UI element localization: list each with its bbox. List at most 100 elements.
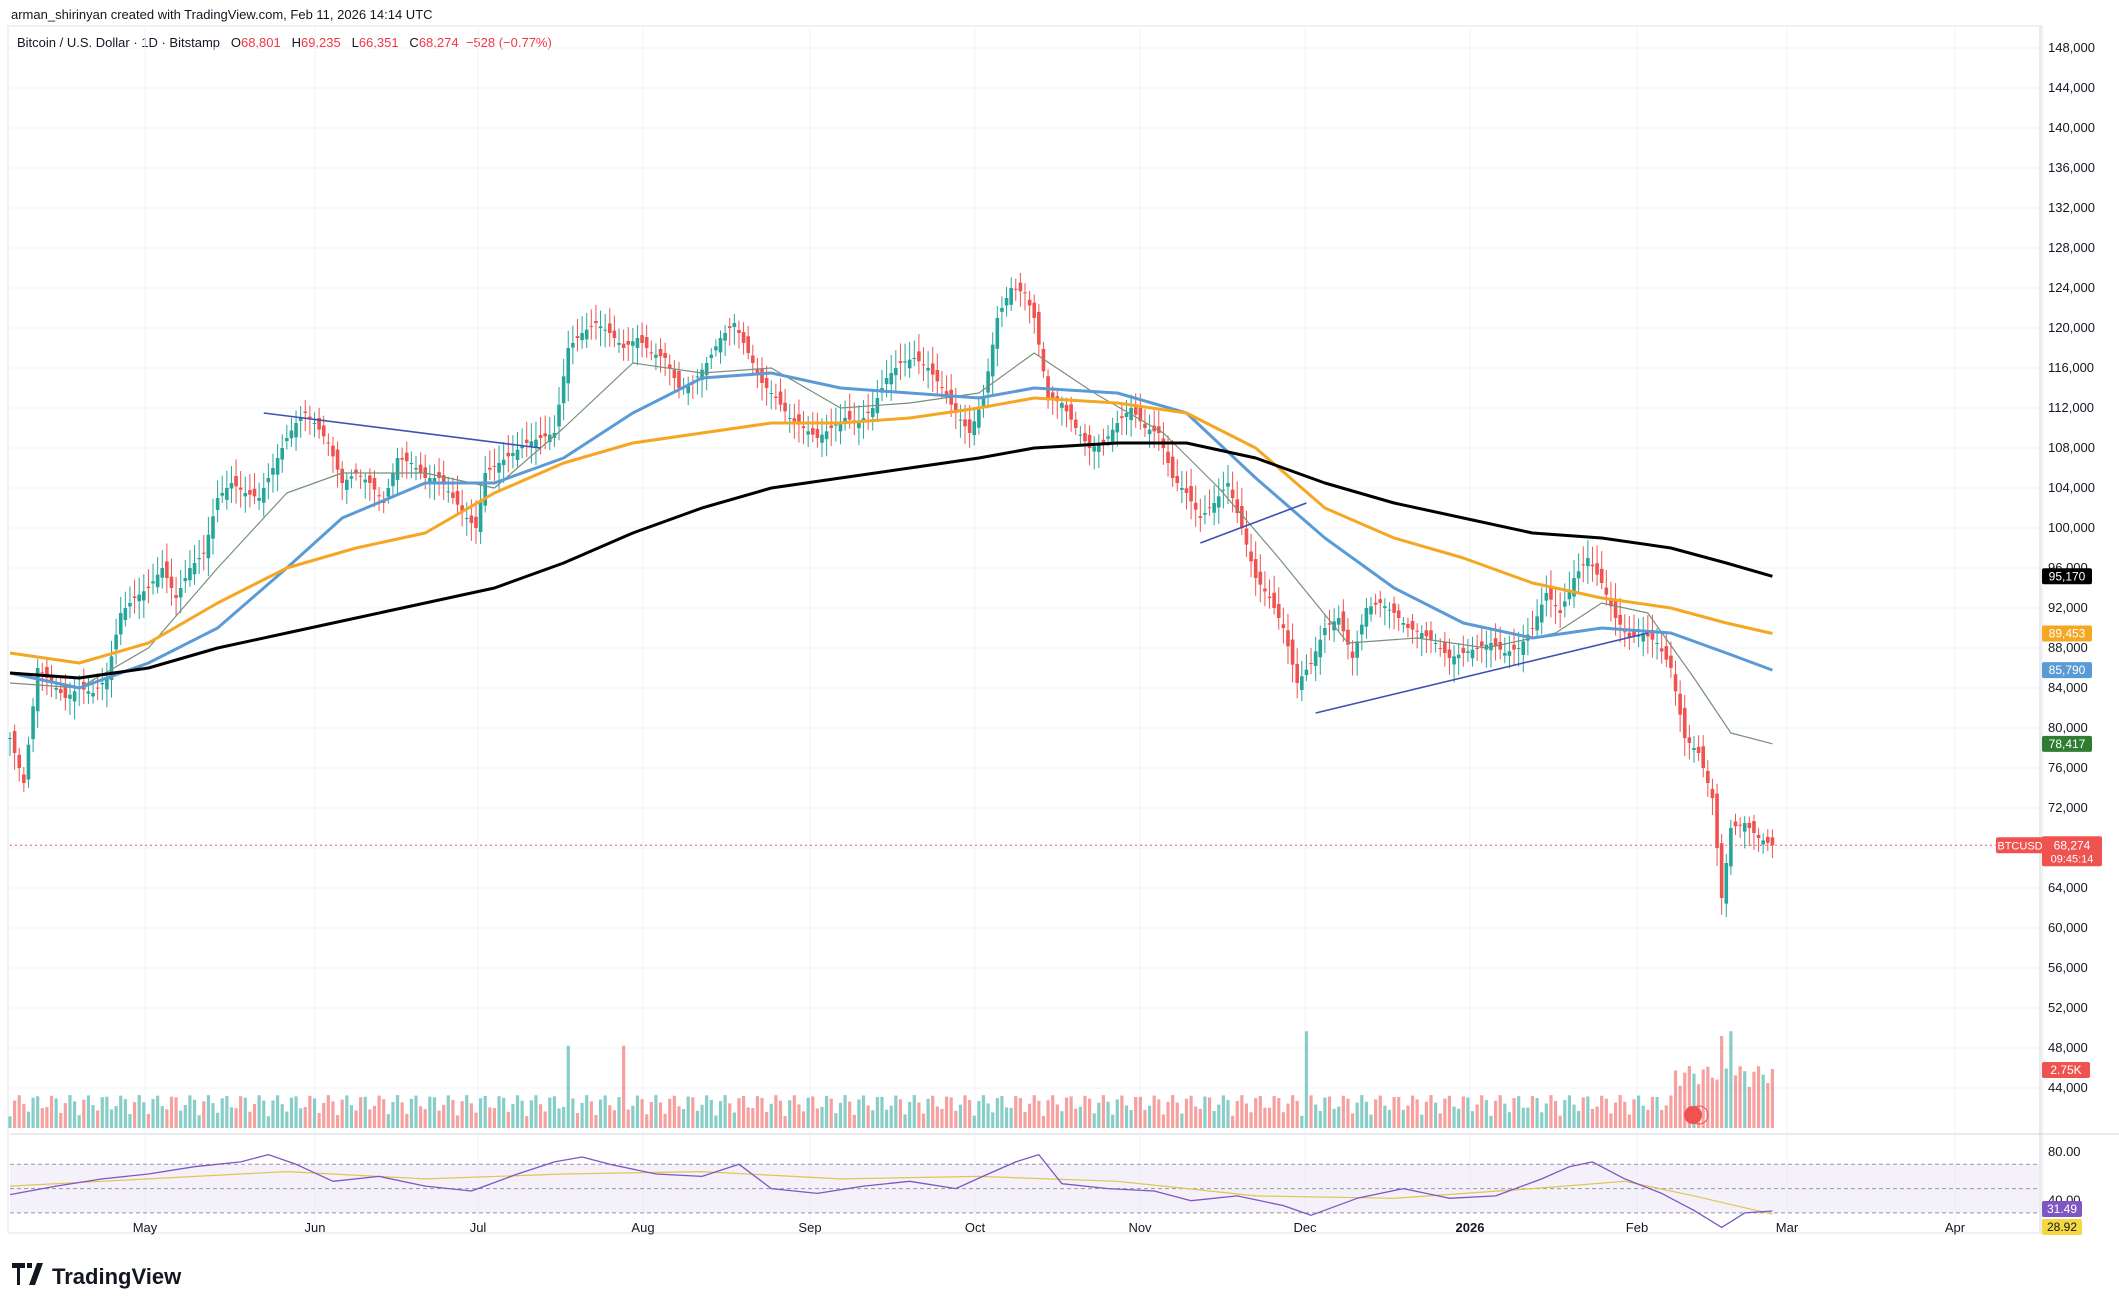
candle-body [225,488,229,500]
candle-body [963,419,967,427]
volume-bar [1074,1108,1078,1128]
candle-body [1212,503,1216,513]
volume-bar [1466,1097,1470,1128]
candle-body [1553,605,1558,607]
candle-body [326,442,331,444]
candle-body [1466,651,1470,653]
ma50-badge [2042,662,2092,679]
volume-bar [917,1102,921,1128]
candle-body [903,361,907,363]
volume-bar [266,1116,270,1128]
volume-bar [1724,1068,1728,1128]
volume-bar [1337,1106,1341,1128]
trendline[interactable] [263,412,541,449]
volume-bar [1055,1104,1059,1128]
volume-bar [1217,1104,1221,1128]
candle-body [1401,623,1406,625]
candle-body [469,515,474,523]
candle-body [870,408,875,417]
volume-bar [1447,1095,1452,1128]
candle-body [45,666,49,678]
volume-bar [723,1095,727,1128]
volume-bar [340,1099,344,1128]
candle-body [1276,604,1281,618]
candle-body [1664,646,1669,660]
volume-bar [1254,1098,1258,1128]
close-label: C [409,35,419,50]
volume-bar [1060,1111,1064,1128]
volume-bar [308,1095,312,1128]
volume-bar [1189,1095,1193,1128]
candle-body [824,431,829,440]
candle-body [538,435,543,438]
y-tick-label: 104,000 [2048,480,2095,495]
candle-body [114,634,118,650]
candle-body [1696,746,1701,753]
candle-body [1267,596,1272,598]
us-flag-icon[interactable] [1684,1106,1702,1124]
candle-body [451,492,455,498]
candle-body [1609,599,1613,607]
candle-body [344,479,349,490]
volume-bar [1637,1095,1641,1128]
y-tick-label: 108,000 [2048,440,2095,455]
volume-bar [1267,1107,1272,1128]
candle-body [1752,821,1756,833]
candle-body [1207,507,1212,509]
event-marker-icon[interactable] [1689,1105,1709,1125]
volume-bar [345,1095,349,1128]
volume-bar [1263,1107,1267,1128]
volume-bar [202,1101,206,1128]
y-tick-label: 120,000 [2048,320,2095,335]
volume-bar [741,1096,746,1128]
volume-bar [359,1097,363,1128]
volume-bar [1087,1098,1092,1128]
candle-body [271,468,275,475]
candle-body [667,364,672,368]
candle-body [1180,488,1184,490]
trendline[interactable] [1200,502,1307,544]
last-price-value: 68,274 [2054,838,2091,852]
rsi-tick-label: 80.00 [2048,1144,2081,1159]
candle-body [123,608,128,620]
candle-body [1263,588,1267,592]
candle-body [1581,564,1586,566]
candle-body [658,349,663,357]
candle-body [294,423,298,438]
candle-body [1470,649,1475,659]
volume-bar [206,1095,210,1128]
volume-bar [1517,1096,1521,1128]
x-tick-label: Sep [798,1220,821,1235]
candle-body [1156,426,1161,433]
volume-bar [271,1100,275,1128]
volume-bar [1512,1098,1516,1128]
volume-bar [718,1101,723,1128]
volume-bar [40,1108,44,1128]
trendline[interactable] [1315,632,1649,714]
volume-bar [1397,1096,1401,1128]
candle-body [940,387,944,389]
volume-bar [1443,1098,1447,1128]
volume-bar [788,1100,792,1128]
volume-bar [86,1095,91,1128]
candle-body [31,706,35,740]
volume-bar [1761,1074,1765,1128]
volume-bar [645,1114,649,1128]
volume-bar [1406,1105,1410,1128]
volume-bar [1286,1103,1290,1128]
candle-body [160,568,165,578]
tradingview-logo[interactable]: TradingView [12,1262,181,1292]
volume-bar [1106,1101,1110,1128]
candle-body [1530,627,1535,629]
volume-bar [1120,1095,1124,1128]
candle-body [520,446,524,449]
candle-body [930,363,935,375]
symbol-title[interactable]: Bitcoin / U.S. Dollar · 1D · Bitstamp [17,35,220,50]
candle-body [1738,824,1742,826]
y-tick-label: 72,000 [2048,800,2088,815]
candle-body [1023,292,1027,294]
candle-body [511,453,515,456]
y-tick-label: 100,000 [2048,520,2095,535]
volume-bar [1581,1097,1585,1128]
